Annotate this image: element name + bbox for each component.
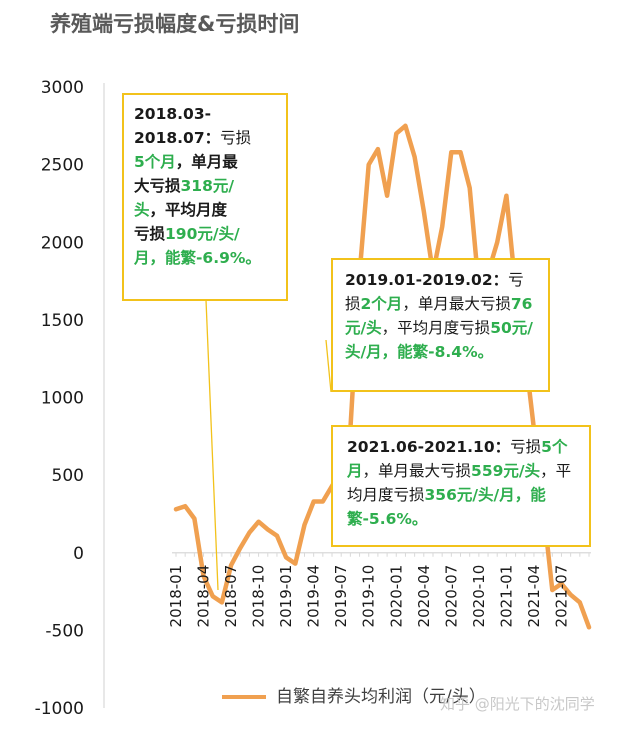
x-tick-label: 2019-04: [305, 565, 323, 628]
connector-2019: [325, 339, 332, 393]
x-tick-label: 2018-04: [195, 565, 213, 628]
x-tick-label: 2018-01: [167, 565, 185, 628]
x-tick-label: 2021-01: [497, 565, 515, 628]
x-tick-label: 2021-07: [552, 565, 570, 628]
legend: 自繁自养头均利润（元/头）: [222, 682, 486, 707]
y-tick-label: -500: [45, 621, 84, 641]
x-tick-label: 2020-01: [387, 565, 405, 628]
x-tick-label: 2020-04: [415, 565, 433, 628]
x-tick-label: 2019-07: [332, 565, 350, 628]
x-tick-label: 2020-07: [442, 565, 460, 628]
x-tick-label: 2020-10: [470, 565, 488, 628]
y-tick-label: 0: [73, 544, 84, 564]
legend-swatch: [222, 695, 266, 699]
x-tick-label: 2018-10: [250, 565, 268, 628]
y-tick-label: 1500: [41, 311, 84, 331]
axes: [103, 83, 591, 708]
y-tick-label: 2000: [41, 233, 84, 253]
y-tick-label: 1000: [41, 389, 84, 409]
x-tick-label: 2019-01: [277, 565, 295, 628]
y-tick-label: -1000: [35, 699, 84, 719]
y-tick-label: 2500: [41, 156, 84, 176]
y-tick-label: 500: [52, 466, 84, 486]
annotation-box-2018: 2018.03- 2018.07：亏损 5个月，单月最 大亏损318元/ 头，平…: [122, 93, 288, 301]
annotation-box-2019: 2019.01-2019.02：亏损2个月，单月最大亏损76元/头，平均月度亏损…: [331, 258, 550, 392]
watermark: 知乎 @阳光下的沈同学: [440, 695, 595, 713]
x-tick-label: 2021-04: [525, 565, 543, 628]
annotation-box-2021: 2021.06-2021.10：亏损5个月，单月最大亏损559元/头，平均月度亏…: [331, 425, 591, 547]
x-tick-labels: 2018-01 2018-04 2018-07 2018-10 2019-01 2019-…: [167, 565, 570, 628]
y-tick-label: 3000: [41, 78, 84, 98]
chart-title: 养殖端亏损幅度&亏损时间: [50, 12, 300, 36]
x-tick-label: 2019-10: [360, 565, 378, 628]
legend-label: 自繁自养头均利润（元/头）: [276, 687, 486, 707]
x-tick-label: 2018-07: [222, 565, 240, 628]
connector-2018: [205, 299, 219, 591]
y-tick-labels: 3000 2500 2000 1500 1000 500 0 -500 -1000: [35, 78, 84, 719]
